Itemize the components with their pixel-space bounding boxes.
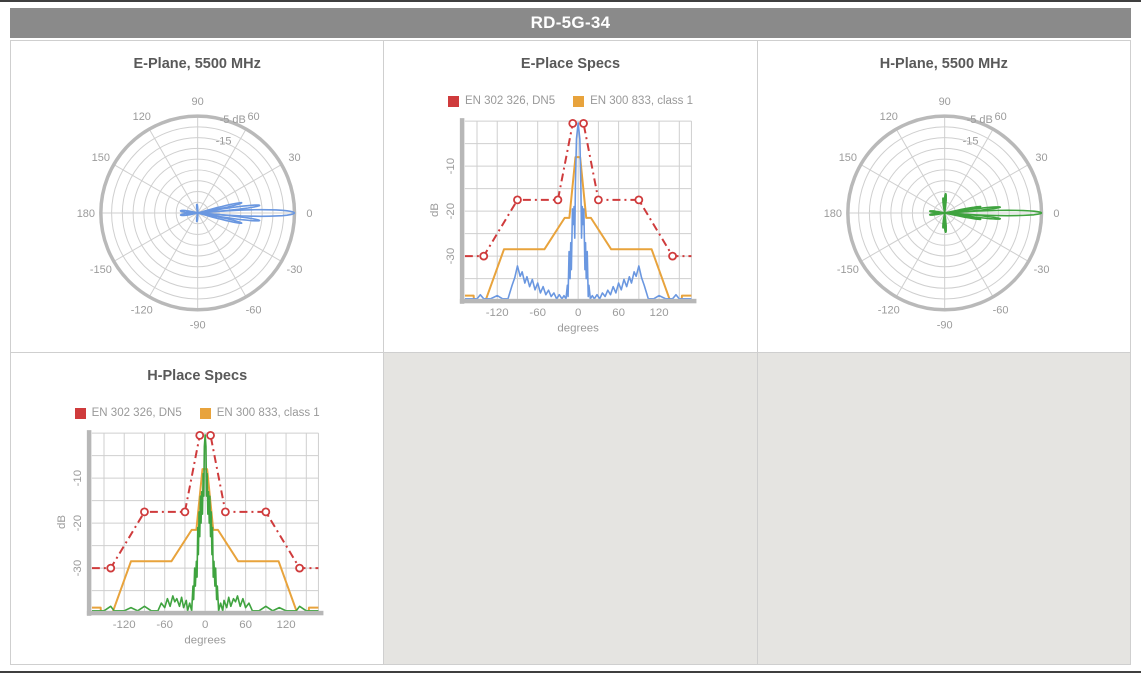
- svg-text:90: 90: [192, 96, 204, 108]
- svg-text:-5 dB: -5 dB: [220, 114, 246, 126]
- svg-text:-60: -60: [246, 305, 262, 317]
- svg-text:180: 180: [823, 208, 841, 220]
- svg-text:-30: -30: [445, 248, 457, 265]
- svg-text:-10: -10: [445, 158, 457, 175]
- empty-cell: [757, 353, 1131, 665]
- legend-swatch-orange-icon: [573, 95, 585, 107]
- chart-grid: E-Plane, 5500 MHz 0 30 60 90 120 150 180 -150 -1…: [10, 40, 1131, 665]
- svg-text:-5 dB: -5 dB: [966, 114, 992, 126]
- svg-text:120: 120: [133, 111, 151, 123]
- svg-text:120: 120: [650, 307, 669, 319]
- h-place-specs-chart: -120 -60 0 60 120 -10 -20 -30 degrees dB: [56, 430, 324, 647]
- svg-text:60: 60: [239, 619, 252, 631]
- svg-text:-90: -90: [936, 320, 952, 332]
- e-place-specs-chart: -120 -60 0 60 120 -10 -20 -30 degrees dB: [429, 118, 697, 335]
- svg-text:degrees: degrees: [184, 635, 226, 647]
- svg-text:-60: -60: [156, 619, 173, 631]
- legend-h-place-specs: EN 302 326, DN5 EN 300 833, class 1: [11, 405, 383, 421]
- svg-text:-150: -150: [90, 264, 112, 276]
- svg-text:-15: -15: [962, 135, 978, 147]
- page-top-border: [0, 0, 1141, 2]
- cell-e-place-specs: E-Place Specs EN 302 326, DN5 EN 300 833…: [384, 41, 758, 353]
- svg-text:60: 60: [247, 111, 259, 123]
- legend-item-en300833: EN 300 833, class 1: [199, 407, 320, 419]
- svg-text:0: 0: [306, 208, 312, 220]
- legend-item-en300833: EN 300 833, class 1: [573, 95, 693, 107]
- chart-title-h-plane: H-Plane, 5500 MHz: [879, 56, 1008, 72]
- legend-item-en302326: EN 302 326, DN5: [447, 95, 556, 107]
- svg-text:-20: -20: [445, 203, 457, 220]
- svg-text:-120: -120: [113, 619, 136, 631]
- legend-label: EN 300 833, class 1: [216, 407, 320, 419]
- svg-text:-60: -60: [530, 307, 547, 319]
- svg-text:-30: -30: [1033, 264, 1049, 276]
- legend-label: EN 302 326, DN5: [464, 95, 556, 107]
- chart-title-e-plane: E-Plane, 5500 MHz: [133, 56, 261, 72]
- svg-text:degrees: degrees: [558, 323, 600, 335]
- svg-text:120: 120: [879, 111, 897, 123]
- legend-item-en302326: EN 302 326, DN5: [74, 407, 182, 419]
- cell-h-place-specs: H-Place Specs EN 302 326, DN5 EN 300 833…: [11, 353, 385, 665]
- legend-swatch-red-icon: [74, 407, 86, 419]
- svg-text:150: 150: [838, 152, 856, 164]
- svg-text:-120: -120: [131, 305, 153, 317]
- svg-text:dB: dB: [429, 203, 441, 217]
- legend-swatch-red-icon: [447, 95, 459, 107]
- legend-e-place-specs: EN 302 326, DN5 EN 300 833, class 1: [384, 93, 756, 109]
- svg-text:-90: -90: [190, 320, 206, 332]
- svg-text:120: 120: [277, 619, 296, 631]
- svg-text:60: 60: [613, 307, 626, 319]
- title-bar: RD-5G-34: [10, 8, 1131, 38]
- svg-text:30: 30: [288, 152, 300, 164]
- svg-text:150: 150: [92, 152, 110, 164]
- legend-swatch-orange-icon: [199, 407, 211, 419]
- svg-text:60: 60: [994, 111, 1006, 123]
- h-plane-polar-chart: 0 30 60 90 120 150 180 -150 -120 -90 -60 -30 -5 dB -1…: [823, 96, 1059, 332]
- svg-text:0: 0: [575, 307, 581, 319]
- e-plane-polar-chart: 0 30 60 90 120 150 180 -150 -120 -90 -60 -30 -5 dB -1…: [77, 96, 313, 332]
- cell-h-plane-polar: H-Plane, 5500 MHz 0 30 60 90 120 150 180 -150 -1…: [757, 41, 1131, 353]
- svg-text:-30: -30: [287, 264, 303, 276]
- cell-e-plane-polar: E-Plane, 5500 MHz 0 30 60 90 120 150 180 -150 -1…: [11, 41, 385, 353]
- legend-label: EN 300 833, class 1: [590, 95, 694, 107]
- svg-text:dB: dB: [56, 515, 68, 529]
- svg-text:-150: -150: [837, 264, 859, 276]
- svg-text:-10: -10: [72, 470, 84, 487]
- chart-title-e-place-specs: E-Place Specs: [520, 56, 621, 72]
- svg-text:-15: -15: [216, 135, 232, 147]
- svg-text:0: 0: [202, 619, 208, 631]
- svg-text:-120: -120: [877, 305, 899, 317]
- chart-title-h-place-specs: H-Place Specs: [147, 368, 248, 384]
- svg-text:0: 0: [1053, 208, 1059, 220]
- svg-text:90: 90: [938, 96, 950, 108]
- svg-text:-60: -60: [992, 305, 1008, 317]
- svg-text:30: 30: [1035, 152, 1047, 164]
- svg-text:180: 180: [77, 208, 95, 220]
- svg-text:-30: -30: [72, 560, 84, 577]
- svg-text:-20: -20: [72, 515, 84, 532]
- empty-cell: [384, 353, 758, 665]
- svg-text:-120: -120: [486, 307, 509, 319]
- legend-label: EN 302 326, DN5: [91, 407, 182, 419]
- page-title: RD-5G-34: [530, 13, 611, 32]
- page-bottom-border: [0, 671, 1141, 673]
